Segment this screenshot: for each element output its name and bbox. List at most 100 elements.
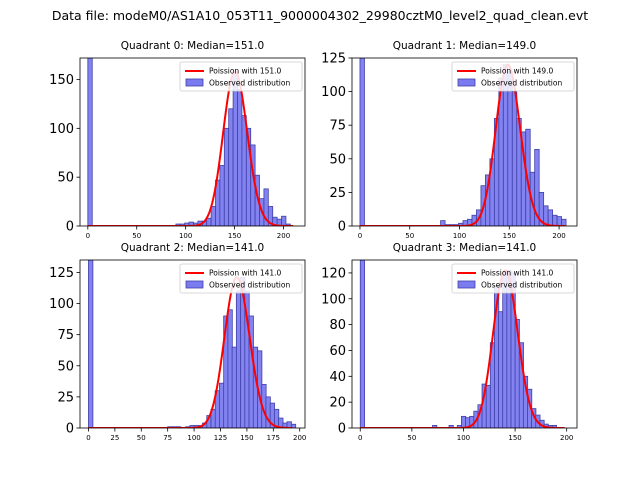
histogram-bar [87,58,93,226]
histogram-bar [219,165,225,226]
axes-frame [79,57,306,227]
legend-bar-swatch [457,280,476,289]
y-tick-label: 100 [49,122,74,137]
x-tick-label: 150 [508,434,521,442]
legend-box [451,263,575,294]
subplot-title: Quadrant 3: Median=141.0 [393,242,536,254]
subplot-title: Quadrant 1: Median=149.0 [393,40,536,52]
legend-line-label: Poission with 149.0 [481,67,554,76]
x-tick-label: 50 [407,434,416,442]
x-tick-label: 50 [137,434,146,442]
x-tick-label: 200 [293,434,306,442]
legend-line-label: Poission with 141.0 [481,269,554,278]
x-tick-label: 50 [405,232,414,240]
histogram-bars [359,260,557,428]
histogram-bar [507,71,513,226]
axes-frame [351,259,578,429]
legend-bar-label: Observed distribution [209,79,290,88]
y-tick-label: 20 [329,396,346,411]
x-tick-label: 75 [163,434,172,442]
x-tick-label: 0 [86,232,90,240]
histogram-bar [511,91,518,226]
x-tick-label: 150 [228,232,241,240]
axes-frame [79,259,306,429]
subplot-quadrant-2: Quadrant 2: Median=141.0 0 25 50 75 100 125 0 25… [49,242,306,442]
histogram-bar [265,396,271,428]
x-tick-label: 150 [240,434,253,442]
y-tick-label: 125 [321,52,346,67]
legend: Poission with 141.0 Observed distribution [179,263,303,294]
histogram-bar [210,206,216,226]
x-tick-label: 0 [358,232,362,240]
legend-line-label: Poission with 151.0 [209,67,282,76]
subplot-title: Quadrant 2: Median=141.0 [121,242,264,254]
histogram-bar [206,217,212,226]
legend-box [451,61,575,92]
subplot-quadrant-1: Quadrant 1: Median=149.0 0 25 50 75 100 125 0 50… [321,40,578,240]
subplot-grid: Quadrant 0: Median=151.0 0 50 100 150 0 50 100 1… [49,40,578,442]
legend-bar-label: Observed distribution [481,281,562,290]
histogram-bar [237,88,243,226]
x-tick-label: 200 [560,434,573,442]
legend: Poission with 151.0 Observed distribution [179,61,303,92]
y-tick-label: 75 [57,328,74,343]
y-tick-label: 0 [338,220,346,235]
y-tick-label: 50 [57,171,74,186]
legend: Poission with 141.0 Observed distribution [451,263,575,294]
x-tick-label: 200 [552,232,565,240]
subplot-quadrant-3: Quadrant 3: Median=141.0 0 20 40 60 80 100 120 0… [321,242,578,442]
histogram-bar [547,209,554,226]
histogram-bar [534,148,540,226]
legend-bar-label: Observed distribution [481,79,562,88]
legend-bar-label: Observed distribution [209,281,290,290]
histogram-bar [228,108,234,226]
histogram-bar [552,214,558,226]
histogram-bar [235,290,242,428]
legend-bar-swatch [185,78,204,87]
legend-bar-swatch [185,280,204,289]
y-tick-label: 125 [49,266,74,281]
histogram-bar [461,415,467,428]
legend-bar-swatch [457,78,476,87]
histogram-bar [241,115,247,226]
histogram-bar [232,71,238,226]
histogram-bar [88,260,94,428]
histogram-bar [223,127,230,226]
histogram-bar [267,206,274,226]
x-tick-label: 100 [187,434,200,442]
y-tick-label: 75 [329,119,346,134]
x-tick-label: 0 [86,434,90,442]
y-tick-label: 50 [57,359,74,374]
legend-box [179,263,303,294]
subplot-quadrant-0: Quadrant 0: Median=151.0 0 50 100 150 0 50 100 1… [49,40,306,240]
y-tick-label: 25 [57,390,74,405]
x-tick-label: 200 [277,232,290,240]
histogram-bar [359,260,365,428]
histogram-bar [227,309,233,428]
figure-title: Data file: modeM0/AS1A10_053T11_90000043… [52,8,588,23]
histogram-bar [498,311,504,428]
histogram-bar [231,346,237,428]
y-tick-label: 0 [66,422,74,437]
subplot-title: Quadrant 0: Median=151.0 [121,40,264,52]
y-tick-label: 40 [329,370,346,385]
y-tick-label: 150 [49,73,74,88]
x-tick-label: 175 [267,434,280,442]
y-tick-label: 100 [321,85,346,100]
y-tick-label: 80 [329,318,346,333]
x-tick-label: 25 [110,434,119,442]
histogram-bar [485,384,491,428]
legend-box [179,61,303,92]
y-tick-label: 120 [321,266,346,281]
y-tick-label: 60 [329,344,346,359]
axes-frame [351,57,578,227]
y-tick-label: 0 [66,220,74,235]
histogram-bar [281,215,287,226]
y-tick-label: 25 [329,186,346,201]
histogram-bar [359,58,365,226]
legend: Poission with 149.0 Observed distribution [451,61,575,92]
histogram-bar [219,382,225,428]
histogram-bar [502,272,508,428]
x-tick-label: 50 [132,232,141,240]
